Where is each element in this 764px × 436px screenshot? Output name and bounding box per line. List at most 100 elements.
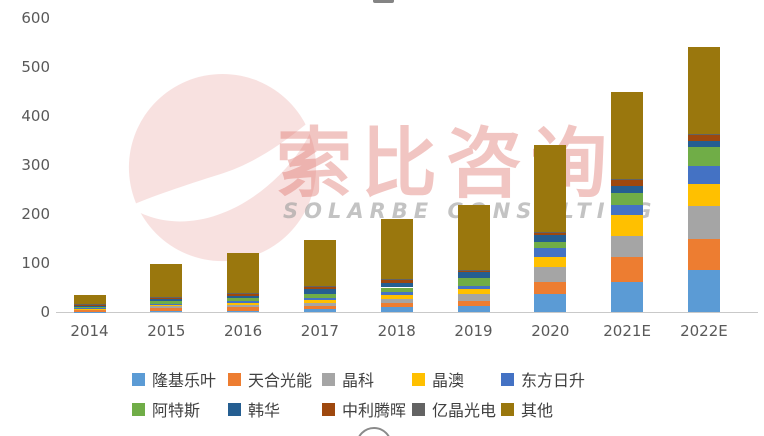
bar-segment — [73, 306, 106, 309]
bar-segment — [534, 241, 567, 248]
bar-segment — [534, 235, 567, 242]
bar-segment — [534, 145, 567, 232]
legend-label: 韩华 — [248, 401, 281, 420]
bar-segment — [380, 282, 413, 288]
bar-segment — [227, 298, 260, 302]
bar-segment — [611, 204, 644, 216]
legend-item: 韩华 — [228, 401, 280, 420]
cropped-circle-logo — [356, 427, 392, 436]
x-axis-category-label: 2019 — [454, 322, 493, 340]
legend-item: 晶科 — [322, 371, 374, 390]
bar-segment — [457, 294, 490, 301]
bar-segment — [534, 267, 567, 283]
bar-segment — [457, 272, 490, 279]
bar-segment — [380, 299, 413, 304]
bar-segment — [687, 183, 720, 207]
solarbe-logo-watermark — [128, 73, 318, 262]
bar-segment — [611, 192, 644, 205]
legend-swatch — [228, 372, 241, 386]
legend-item: 晶澳 — [412, 371, 464, 390]
legend-label: 隆基乐叶 — [152, 371, 217, 390]
x-axis-category-label: 2016 — [224, 322, 263, 340]
bar-segment — [227, 307, 260, 311]
bar-segment — [611, 257, 644, 282]
bar-segment — [687, 134, 720, 136]
y-axis-tick-label: 500 — [21, 58, 50, 76]
bar-segment — [534, 294, 567, 312]
x-axis-category-label: 2015 — [147, 322, 186, 340]
bar-segment — [73, 308, 106, 310]
x-axis-category-label: 2020 — [531, 322, 570, 340]
bar-segment — [380, 307, 413, 312]
legend-item: 隆基乐叶 — [132, 371, 216, 390]
bar-segment — [687, 140, 720, 148]
legend-item: 阿特斯 — [132, 401, 200, 420]
bar-segment — [611, 185, 644, 193]
bar-segment — [380, 303, 413, 308]
bar-segment — [150, 303, 183, 305]
bar-segment — [73, 294, 106, 305]
bar-segment — [150, 304, 183, 307]
y-axis-tick-label: 0 — [40, 303, 50, 321]
bar-segment — [457, 205, 490, 270]
x-axis-category-label: 2014 — [70, 322, 109, 340]
bar-segment — [534, 247, 567, 257]
legend-item: 亿晶光电 — [412, 401, 496, 420]
bar-segment — [611, 281, 644, 312]
bar-segment — [73, 310, 106, 312]
bar-segment — [611, 215, 644, 237]
bar-segment — [380, 279, 413, 281]
legend-swatch — [412, 372, 425, 386]
legend-swatch — [228, 402, 241, 416]
bar-segment — [457, 269, 490, 271]
bar-segment — [534, 232, 567, 236]
bar-segment — [687, 166, 720, 184]
legend-item: 天合光能 — [228, 371, 312, 390]
legend-swatch — [132, 402, 145, 416]
cropped-title-fragment — [373, 0, 394, 3]
bar-segment — [303, 293, 336, 298]
bar-segment — [303, 288, 336, 294]
bar-segment — [303, 240, 336, 286]
bar-segment — [150, 297, 183, 299]
bar-segment — [534, 256, 567, 268]
x-axis-category-label: 2018 — [377, 322, 416, 340]
bar-segment — [380, 218, 413, 280]
bar-segment — [227, 302, 260, 305]
legend-label: 其他 — [521, 401, 554, 420]
bar-segment — [150, 306, 183, 309]
bar-segment — [687, 47, 720, 135]
bar-segment — [611, 91, 644, 179]
legend-label: 中利腾晖 — [342, 401, 407, 420]
bar-segment — [380, 291, 413, 296]
bar-segment — [534, 282, 567, 295]
legend-swatch — [322, 372, 335, 386]
bar-segment — [457, 300, 490, 306]
bar-segment — [687, 135, 720, 141]
legend-label: 东方日升 — [521, 371, 586, 390]
bar-segment — [303, 303, 336, 307]
legend-item: 东方日升 — [501, 371, 585, 390]
bar-segment — [687, 269, 720, 312]
y-axis-tick-label: 100 — [21, 254, 50, 272]
bar-segment — [303, 285, 336, 287]
bar-segment — [457, 285, 490, 290]
bar-segment — [73, 309, 106, 311]
legend-label: 晶科 — [342, 371, 375, 390]
y-axis-tick-label: 600 — [21, 9, 50, 27]
legend-swatch — [501, 372, 514, 386]
x-axis-line — [56, 312, 758, 313]
bar-segment — [457, 305, 490, 312]
bar-segment — [227, 253, 260, 294]
bar-segment — [687, 147, 720, 167]
bar-segment — [150, 299, 183, 302]
bar-segment — [227, 310, 260, 312]
y-axis-tick-label: 300 — [21, 156, 50, 174]
bar-segment — [227, 301, 260, 303]
legend-item: 中利腾晖 — [322, 401, 406, 420]
legend-item: 其他 — [501, 401, 553, 420]
bar-segment — [457, 289, 490, 295]
legend-swatch — [322, 402, 335, 416]
bar-segment — [457, 278, 490, 286]
y-axis-tick-label: 400 — [21, 107, 50, 125]
